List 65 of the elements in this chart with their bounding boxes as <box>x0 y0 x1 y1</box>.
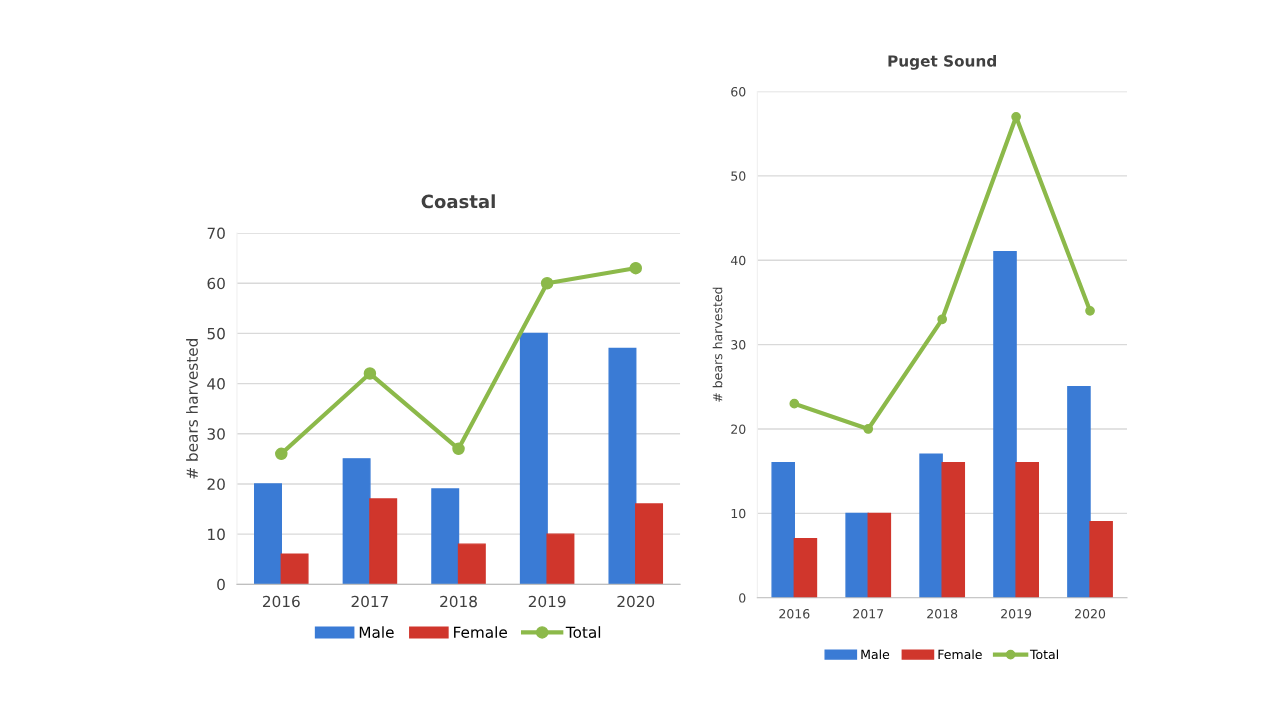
bar <box>342 458 371 585</box>
legend-label: Total <box>565 626 601 638</box>
y-tick-label: 50 <box>207 327 225 340</box>
y-tick-label: 10 <box>208 528 225 541</box>
y-tick-label: 0 <box>739 593 746 603</box>
x-tick-label: 2016 <box>262 595 300 608</box>
x-tick-label: 2018 <box>440 595 477 608</box>
point <box>275 447 288 461</box>
bar <box>867 512 892 598</box>
x-tick-label: 2020 <box>1075 609 1106 619</box>
point <box>1085 306 1095 316</box>
point <box>629 261 643 275</box>
y-tick-label: 10 <box>731 508 746 519</box>
bar <box>1067 386 1091 598</box>
chart-title: Coastal <box>421 194 495 209</box>
y-tick-label: 20 <box>207 478 225 490</box>
legend-label: Male <box>861 649 890 660</box>
x-tick-label: 2016 <box>779 609 810 619</box>
point <box>863 424 874 434</box>
bar <box>845 512 869 598</box>
y-tick-label: 30 <box>731 340 746 350</box>
legend-label: Male <box>359 626 394 638</box>
bar <box>431 488 460 585</box>
bar <box>993 251 1017 598</box>
bar <box>1015 462 1039 598</box>
legend-label: Female <box>938 649 982 660</box>
bar <box>941 462 966 598</box>
bar <box>793 537 818 598</box>
x-tick-label: 2020 <box>617 595 655 608</box>
bar <box>635 503 664 585</box>
point <box>1011 111 1021 122</box>
point <box>540 276 554 290</box>
bar <box>546 533 575 585</box>
y-tick-label: 20 <box>731 424 746 434</box>
bar <box>254 483 282 585</box>
bar <box>280 553 309 585</box>
bar <box>771 462 796 598</box>
y-tick-label: 50 <box>731 171 746 181</box>
y-tick-label: 40 <box>730 255 746 266</box>
bar <box>608 347 637 585</box>
bar <box>519 332 548 585</box>
legend-label: Female <box>454 626 507 638</box>
point <box>789 398 800 409</box>
y-tick-label: 0 <box>217 578 225 591</box>
point <box>363 367 377 380</box>
y-tick-label: 40 <box>207 378 225 390</box>
x-tick-label: 2019 <box>528 595 566 608</box>
y-tick-label: 70 <box>207 227 225 240</box>
bar <box>369 498 398 585</box>
x-tick-label: 2017 <box>351 595 389 608</box>
y-tick-label: 60 <box>731 86 746 97</box>
bar <box>1089 521 1113 598</box>
y-tick-label: 60 <box>207 277 225 290</box>
y-axis-title: # bears harvested <box>186 339 198 479</box>
y-axis-title: # bears harvested <box>712 287 723 402</box>
x-tick-label: 2018 <box>927 609 958 619</box>
y-tick-label: 30 <box>207 428 225 440</box>
chart-title: Puget Sound <box>888 54 996 70</box>
x-tick-label: 2019 <box>1001 609 1032 619</box>
bar <box>919 453 943 598</box>
legend-label: Total <box>1029 649 1058 660</box>
bar <box>457 543 486 585</box>
x-tick-label: 2017 <box>853 609 884 619</box>
point <box>452 442 465 456</box>
point <box>937 314 948 325</box>
